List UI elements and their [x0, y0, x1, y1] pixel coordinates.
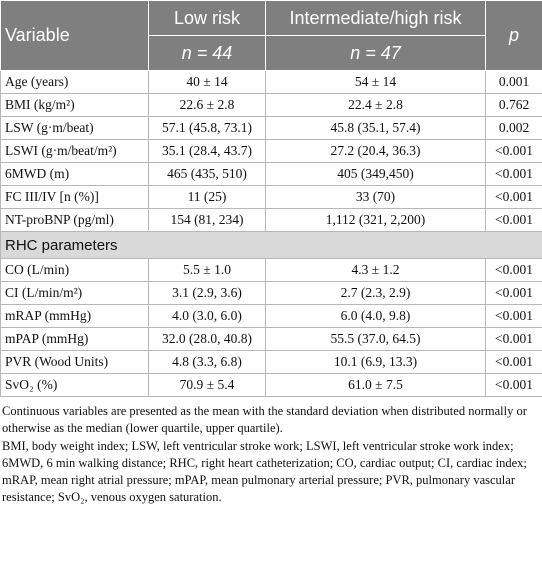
table-cell: CO (L/min): [0, 258, 149, 282]
table-cell: FC III/IV [n (%)]: [0, 185, 149, 209]
table-cell: 4.8 (3.3, 6.8): [148, 350, 266, 374]
table-cell: 465 (435, 510): [148, 162, 266, 186]
table-cell: 405 (349,450): [265, 162, 486, 186]
table-row: SvO₂ (%) 70.9 ± 5.4 61.0 ± 7.5 <0.001: [0, 373, 542, 397]
table-cell: 0.762: [485, 93, 542, 117]
table-cell: Age (years): [0, 70, 149, 94]
table-cell: <0.001: [485, 304, 542, 328]
table-cell: NT-proBNP (pg/ml): [0, 208, 149, 232]
table-cell: 0.001: [485, 70, 542, 94]
table-cell: 0.002: [485, 116, 542, 140]
table-cell: <0.001: [485, 350, 542, 374]
footnote: Continuous variables are presented as th…: [2, 404, 527, 435]
data-table: Variable Low risk Intermediate/high risk p n…: [0, 0, 542, 397]
table-body: Variable Low risk Intermediate/high risk p n…: [0, 0, 542, 397]
table-cell: <0.001: [485, 139, 542, 163]
header-cell: Variable: [0, 0, 149, 71]
table-cell: 55.5 (37.0, 64.5): [265, 327, 486, 351]
table-cell: <0.001: [485, 185, 542, 209]
section-row: RHC parameters: [0, 231, 542, 259]
table-row: 6MWD (m) 465 (435, 510) 405 (349,450) <0.00…: [0, 162, 542, 186]
header-row: Variable Low risk Intermediate/high risk p: [0, 0, 542, 71]
table-cell: 22.4 ± 2.8: [265, 93, 486, 117]
table-cell: 6.0 (4.0, 9.8): [265, 304, 486, 328]
table-row: LSWI (g·m/beat/m²) 35.1 (28.4, 43.7) 27.2 …: [0, 139, 542, 163]
table-cell: <0.001: [485, 327, 542, 351]
header-cell: Low risk: [148, 0, 266, 36]
table-cell: mRAP (mmHg): [0, 304, 149, 328]
header-cell: n = 44: [148, 35, 266, 71]
table-cell: 6MWD (m): [0, 162, 149, 186]
footnotes: Continuous variables are presented as th…: [0, 397, 542, 506]
table-cell: 27.2 (20.4, 36.3): [265, 139, 486, 163]
section-title: RHC parameters: [0, 231, 542, 259]
table-cell: mPAP (mmHg): [0, 327, 149, 351]
table-row: NT-proBNP (pg/ml) 154 (81, 234) 1,112 (321…: [0, 208, 542, 232]
table-cell: LSW (g·m/beat): [0, 116, 149, 140]
table-cell: PVR (Wood Units): [0, 350, 149, 374]
table-cell: 57.1 (45.8, 73.1): [148, 116, 266, 140]
table-row: Age (years) 40 ± 14 54 ± 14 0.001: [0, 70, 542, 94]
table-cell: LSWI (g·m/beat/m²): [0, 139, 149, 163]
header-cell: Intermediate/high risk: [265, 0, 486, 36]
table-cell: 54 ± 14: [265, 70, 486, 94]
table-cell: 5.5 ± 1.0: [148, 258, 266, 282]
table-cell: 1,112 (321, 2,200): [265, 208, 486, 232]
table-cell: <0.001: [485, 208, 542, 232]
footnote: BMI, body weight index; LSW, left ventri…: [2, 439, 527, 504]
table-row: mRAP (mmHg) 4.0 (3.0, 6.0) 6.0 (4.0, 9.8) <…: [0, 304, 542, 328]
table-cell: BMI (kg/m²): [0, 93, 149, 117]
table-row: CO (L/min) 5.5 ± 1.0 4.3 ± 1.2 <0.001: [0, 258, 542, 282]
table-row: FC III/IV [n (%)] 11 (25) 33 (70) <0.001: [0, 185, 542, 209]
table-cell: <0.001: [485, 258, 542, 282]
table-cell: <0.001: [485, 373, 542, 397]
table-cell: <0.001: [485, 281, 542, 305]
table-cell: 32.0 (28.0, 40.8): [148, 327, 266, 351]
table-cell: 2.7 (2.3, 2.9): [265, 281, 486, 305]
table-cell: 4.3 ± 1.2: [265, 258, 486, 282]
header-row: n = 44 n = 47: [1, 35, 542, 71]
table-cell: 35.1 (28.4, 43.7): [148, 139, 266, 163]
table-cell: CI (L/min/m²): [0, 281, 149, 305]
table-row: CI (L/min/m²) 3.1 (2.9, 3.6) 2.7 (2.3, 2.9…: [0, 281, 542, 305]
header-cell: p: [485, 0, 542, 71]
table-cell: SvO₂ (%): [0, 373, 149, 397]
table-cell: 3.1 (2.9, 3.6): [148, 281, 266, 305]
table-cell: 70.9 ± 5.4: [148, 373, 266, 397]
table-cell: 4.0 (3.0, 6.0): [148, 304, 266, 328]
header-cell: n = 47: [265, 35, 486, 71]
table-cell: 45.8 (35.1, 57.4): [265, 116, 486, 140]
table-cell: 33 (70): [265, 185, 486, 209]
table-cell: 40 ± 14: [148, 70, 266, 94]
table-cell: 61.0 ± 7.5: [265, 373, 486, 397]
table-cell: 11 (25): [148, 185, 266, 209]
table-row: mPAP (mmHg) 32.0 (28.0, 40.8) 55.5 (37.0, …: [0, 327, 542, 351]
table-row: BMI (kg/m²) 22.6 ± 2.8 22.4 ± 2.8 0.762: [0, 93, 542, 117]
table-cell: 154 (81, 234): [148, 208, 266, 232]
table-row: LSW (g·m/beat) 57.1 (45.8, 73.1) 45.8 (35.…: [0, 116, 542, 140]
table-row: PVR (Wood Units) 4.8 (3.3, 6.8) 10.1 (6.9,…: [0, 350, 542, 374]
table-cell: 10.1 (6.9, 13.3): [265, 350, 486, 374]
table-cell: <0.001: [485, 162, 542, 186]
table-cell: 22.6 ± 2.8: [148, 93, 266, 117]
